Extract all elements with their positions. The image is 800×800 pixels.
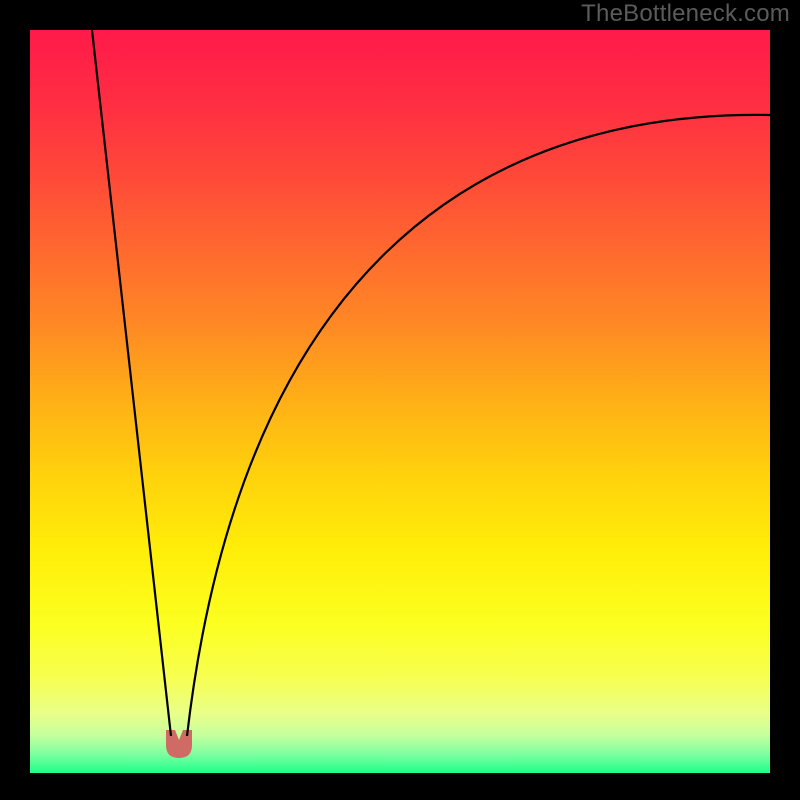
plot-area	[30, 30, 770, 773]
watermark-text: TheBottleneck.com	[581, 0, 790, 28]
bottleneck-curve	[30, 30, 770, 773]
curve-right-branch	[187, 115, 770, 736]
curve-left-branch	[92, 30, 171, 736]
chart-container: TheBottleneck.com	[0, 0, 800, 800]
